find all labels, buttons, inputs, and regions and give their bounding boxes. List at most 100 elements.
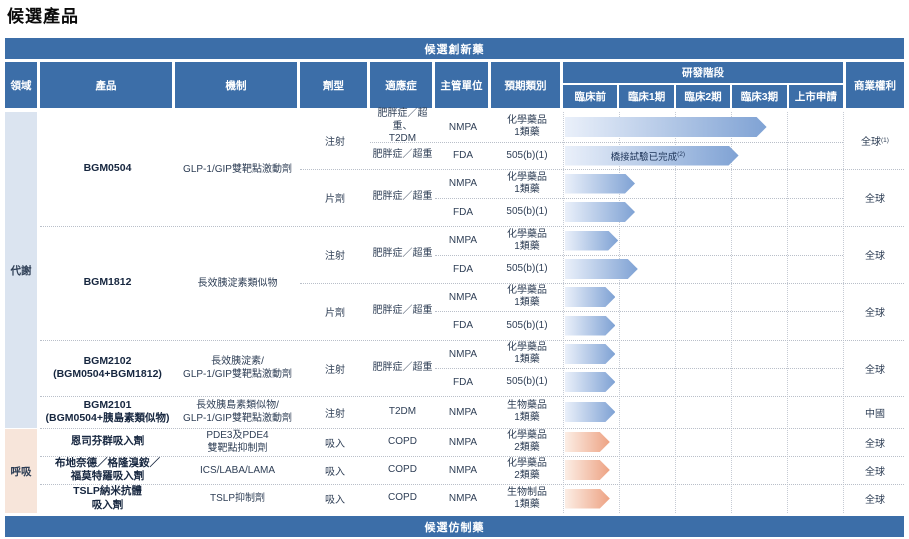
dosage-form-cell: 吸入 xyxy=(325,495,345,506)
dosage-group-injection: 注射 肥胖症／超重、 T2DM NMPA 化學藥品 1類藥 肥胖症／超重 xyxy=(300,108,904,169)
authority-cell: FDA xyxy=(453,263,473,275)
dosage-form-cell: 注射 xyxy=(325,137,345,148)
indication-cell: COPD xyxy=(388,435,417,447)
stage-gridline xyxy=(731,112,732,513)
regulator-row: FDA 505(b)(1) xyxy=(435,198,843,226)
header-preclinical: 臨床前 xyxy=(563,85,618,108)
header-product: 產品 xyxy=(40,62,172,108)
dosage-group-injection: 注射 肥胖症／超重 NMPA 化學藥品 1類藥 FDA 5 xyxy=(300,226,904,283)
category-cell: 化學藥品 1類藥 xyxy=(507,115,547,138)
header-mechanism: 機制 xyxy=(175,62,297,108)
stage-gridline xyxy=(787,112,788,513)
generic-drugs-banner: 候選仿制藥 xyxy=(5,516,904,537)
dosage-group-tablet: 片劑 肥胖症／超重 NMPA 化學藥品 1類藥 FDA 5 xyxy=(300,169,904,226)
category-cell: 化學藥品 1類藥 xyxy=(507,171,547,195)
indication-cell: 肥胖症／超重 xyxy=(372,248,433,260)
header-field: 領域 xyxy=(5,62,37,108)
progress-bar xyxy=(565,117,767,137)
authority-cell: FDA xyxy=(453,206,473,218)
mechanism-cell: ICS/LABA/LAMA xyxy=(199,464,276,476)
product-block-bgf-inhaler: 布地奈德／格隆溴銨／ 福莫特羅吸入劑 ICS/LABA/LAMA 吸入 COPD… xyxy=(40,456,904,484)
dosage-group-tablet: 片劑 肥胖症／超重 NMPA 化學藥品 1類藥 FDA 5 xyxy=(300,283,904,340)
category-cell: 化學藥品 1類藥 xyxy=(507,342,547,365)
header-authority: 主管單位 xyxy=(435,62,488,108)
product-block-ensifentrine: 恩司芬群吸入劑 PDE3及PDE4 雙靶點抑制劑 吸入 COPD NMPA 化學… xyxy=(40,428,904,456)
product-name: BGM2101 (BGM0504+胰島素類似物) xyxy=(45,398,170,424)
rights-cell: 全球 xyxy=(865,495,885,506)
authority-cell: NMPA xyxy=(448,493,478,504)
page-title: 候選產品 xyxy=(7,7,79,26)
regulator-row: 肥胖症／超重 FDA 505(b)(1) 橋接試驗已完成(2) xyxy=(370,142,843,169)
indication-cell: T2DM xyxy=(388,405,417,417)
rights-cell: 全球 xyxy=(865,364,885,376)
field-cell-metabolism: 代謝 xyxy=(5,112,37,428)
category-cell: 505(b)(1) xyxy=(506,263,548,274)
progress-bar xyxy=(565,287,615,307)
product-block-bgm1812: BGM1812 長效胰淀素類似物 注射 肥胖症／超重 NMPA 化學藥品 1類藥 xyxy=(40,226,904,340)
indication-cell: 肥胖症／超重 xyxy=(372,149,433,161)
category-cell: 化學藥品 2類藥 xyxy=(507,458,547,481)
authority-cell: FDA xyxy=(453,320,473,331)
table-header-row: 領域 產品 機制 劑型 適應症 主管單位 預期類別 研發階段 臨床前 臨床1期 … xyxy=(5,62,904,108)
stage-gridline xyxy=(675,112,676,513)
mechanism-cell: PDE3及PDE4 雙靶點抑制劑 xyxy=(206,430,269,454)
progress-bar xyxy=(565,372,615,392)
header-indication: 適應症 xyxy=(370,62,432,108)
indication-cell: 肥胖症／超重 xyxy=(372,191,433,203)
progress-bar xyxy=(565,344,615,364)
rights-cell: 全球 xyxy=(865,308,885,319)
indication-cell: 肥胖症／超重 xyxy=(372,361,433,373)
progress-bar xyxy=(565,432,610,452)
regulator-row: NMPA 化學藥品 1類藥 xyxy=(435,340,843,368)
dosage-form-cell: 吸入 xyxy=(325,438,345,450)
authority-cell: NMPA xyxy=(448,178,478,189)
authority-cell: NMPA xyxy=(448,406,478,418)
indication-cell: COPD xyxy=(388,463,417,475)
table-body: 代謝 呼吸 BGM0504 GLP-1/GIP雙靶點激動劑 注射 肥胖症／超重、… xyxy=(5,108,904,513)
rights-cell: 全球 xyxy=(865,466,885,478)
dosage-form-cell: 片劑 xyxy=(325,308,345,319)
header-nda: 上市申請 xyxy=(788,85,844,108)
rights-cell: 全球 xyxy=(865,438,885,450)
authority-cell: NMPA xyxy=(448,235,478,246)
mechanism-cell: TSLP抑制劑 xyxy=(209,493,265,504)
header-form: 劑型 xyxy=(300,62,367,108)
innovative-drugs-banner: 候選創新藥 xyxy=(5,38,904,59)
progress-bar xyxy=(565,316,615,336)
rows-area: BGM0504 GLP-1/GIP雙靶點激動劑 注射 肥胖症／超重、 T2DM … xyxy=(40,108,904,513)
category-cell: 生物制品 1類藥 xyxy=(507,486,547,510)
category-cell: 化學藥品 1類藥 xyxy=(507,285,547,308)
mechanism-cell: 長效胰島素類似物/ GLP-1/GIP雙靶點激動劑 xyxy=(183,400,292,424)
field-cell-respiratory: 呼吸 xyxy=(5,429,37,513)
regulator-row: NMPA 化學藥品 1類藥 xyxy=(435,169,843,198)
dosage-group-inhalation: 吸入 COPD NMPA 化學藥品 2類藥 全球 xyxy=(300,428,904,456)
dosage-form-cell: 注射 xyxy=(325,251,345,262)
indication-cell: 肥胖症／超重 xyxy=(372,305,433,317)
regulator-row: FDA 505(b)(1) xyxy=(435,311,843,340)
regulator-row: 肥胖症／超重、 T2DM NMPA 化學藥品 1類藥 xyxy=(370,108,843,144)
authority-cell: NMPA xyxy=(448,348,478,360)
dosage-form-cell: 吸入 xyxy=(325,466,345,478)
header-stage-group: 研發階段 臨床前 臨床1期 臨床2期 臨床3期 上市申請 xyxy=(563,62,844,108)
category-cell: 505(b)(1) xyxy=(506,206,548,217)
authority-cell: NMPA xyxy=(448,121,478,133)
progress-bar xyxy=(565,174,635,194)
product-block-tslp: TSLP納米抗體 吸入劑 TSLP抑制劑 吸入 COPD NMPA 生物制品 1… xyxy=(40,484,904,513)
product-name: BGM1812 xyxy=(83,276,132,289)
regulator-row: NMPA 生物制品 1類藥 xyxy=(435,484,843,513)
authority-cell: NMPA xyxy=(448,464,478,476)
progress-bar: 橋接試驗已完成(2) xyxy=(565,146,739,166)
product-name: 布地奈德／格隆溴銨／ 福莫特羅吸入劑 xyxy=(55,456,160,482)
header-phase2: 臨床2期 xyxy=(675,85,731,108)
product-block-bgm2101: BGM2101 (BGM0504+胰島素類似物) 長效胰島素類似物/ GLP-1… xyxy=(40,396,904,428)
header-phase3: 臨床3期 xyxy=(732,85,787,108)
dosage-group-injection: 注射 T2DM NMPA 生物藥品 1類藥 中國 xyxy=(300,396,904,428)
header-category: 預期類別 xyxy=(491,62,560,108)
progress-bar xyxy=(565,402,615,422)
header-stage-subrow: 臨床前 臨床1期 臨床2期 臨床3期 上市申請 xyxy=(563,85,844,108)
field-column: 代謝 呼吸 xyxy=(5,112,40,513)
regulator-row: NMPA 化學藥品 2類藥 xyxy=(435,456,843,484)
authority-cell: NMPA xyxy=(448,436,478,448)
regulator-row: FDA 505(b)(1) xyxy=(435,255,843,283)
mechanism-cell: GLP-1/GIP雙靶點激動劑 xyxy=(183,163,292,175)
